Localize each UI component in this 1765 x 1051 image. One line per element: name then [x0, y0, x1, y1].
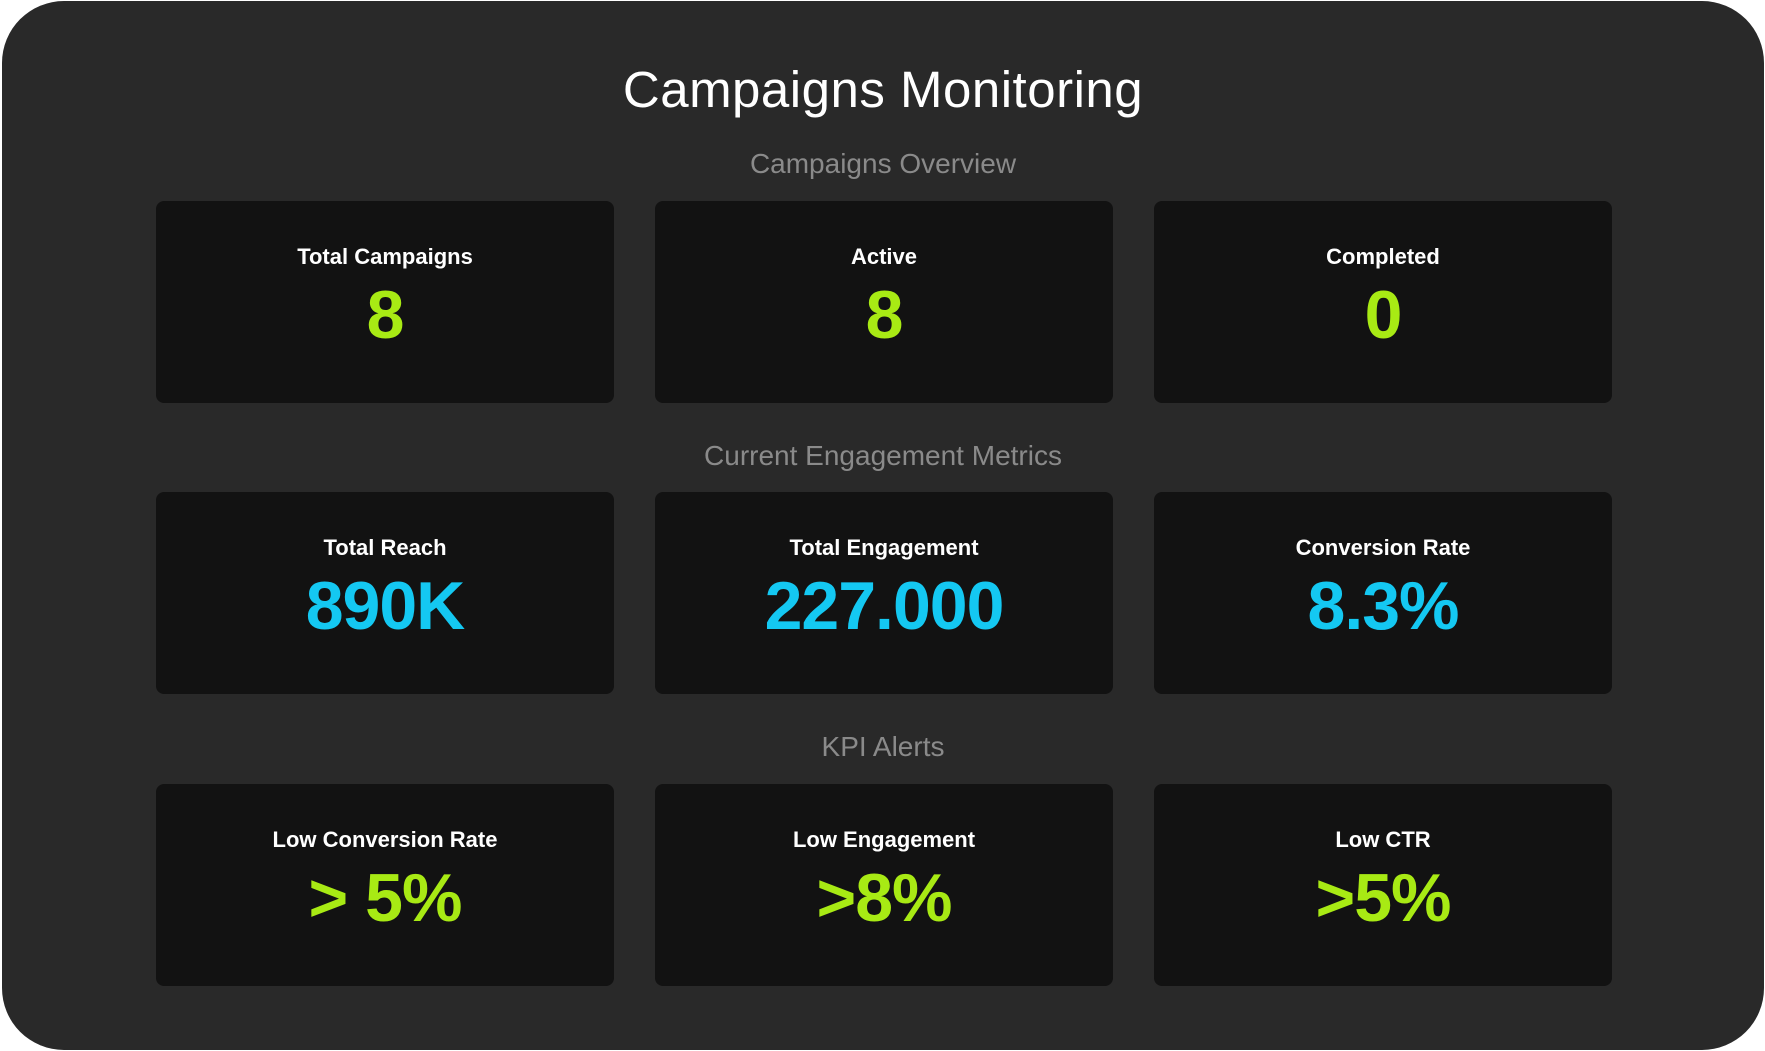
low-ctr-card[interactable]: Low CTR >5% [1154, 784, 1612, 986]
conversion-rate-card[interactable]: Conversion Rate 8.3% [1154, 492, 1612, 694]
low-engagement-card[interactable]: Low Engagement >8% [655, 784, 1113, 986]
card-value: 0 [1364, 277, 1403, 353]
card-value: >8% [816, 860, 953, 936]
engagement-metrics-row: Total Reach 890K Total Engagement 227.00… [156, 492, 1612, 694]
active-campaigns-card[interactable]: Active 8 [655, 201, 1113, 403]
card-value: 8 [865, 277, 904, 353]
card-label: Active [850, 244, 918, 269]
total-campaigns-card[interactable]: Total Campaigns 8 [156, 201, 614, 403]
card-label: Completed [1326, 244, 1440, 269]
card-label: Low CTR [1335, 827, 1431, 852]
total-engagement-card[interactable]: Total Engagement 227.000 [655, 492, 1113, 694]
card-value: 227.000 [764, 568, 1005, 644]
page-title: Campaigns Monitoring [622, 61, 1144, 118]
card-value: >5% [1315, 860, 1452, 936]
card-label: Total Reach [323, 535, 447, 560]
low-conversion-rate-card[interactable]: Low Conversion Rate > 5% [156, 784, 614, 986]
completed-campaigns-card[interactable]: Completed 0 [1154, 201, 1612, 403]
campaigns-overview-row: Total Campaigns 8 Active 8 Completed 0 [156, 201, 1612, 403]
card-value: 8.3% [1307, 568, 1460, 644]
card-label: Total Campaigns [297, 244, 473, 269]
card-label: Low Conversion Rate [272, 827, 498, 852]
card-value: 8 [366, 277, 405, 353]
card-label: Total Engagement [789, 535, 979, 560]
section-title-kpi-alerts: KPI Alerts [821, 731, 945, 762]
section-title-engagement-metrics: Current Engagement Metrics [704, 440, 1062, 471]
kpi-alerts-row: Low Conversion Rate > 5% Low Engagement … [156, 784, 1612, 986]
card-value: > 5% [308, 860, 463, 936]
card-label: Conversion Rate [1295, 535, 1471, 560]
card-value: 890K [305, 568, 466, 644]
total-reach-card[interactable]: Total Reach 890K [156, 492, 614, 694]
card-label: Low Engagement [792, 827, 976, 852]
section-title-campaigns-overview: Campaigns Overview [749, 148, 1017, 179]
